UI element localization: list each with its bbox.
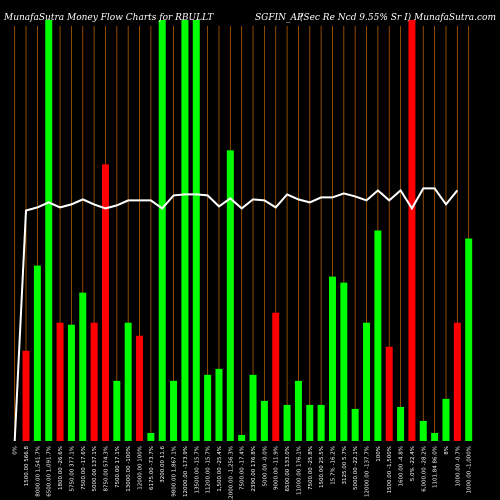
tick-label: 7500.00 17.1% [115,446,121,488]
tick-label: 1,500.00 -25.4% [217,446,223,492]
tick-label: 6175.00 -73.7% [149,446,155,490]
flow-line [13,187,459,442]
bar [363,322,371,441]
bar [204,374,212,441]
bar [136,335,144,441]
tick-label: 13500.00 -15.7% [194,446,200,493]
bar [238,434,246,441]
bar [374,230,382,441]
bar [294,380,302,441]
bars [22,20,473,442]
tick-label: 3200.00 11.6 [160,446,166,483]
tick-label: 11000.00 176.1% [296,446,302,495]
tick-label: 1600.00 -4.8% [399,446,405,486]
tick-label: 12000.00 -173.9% [183,446,189,497]
bar [397,406,405,441]
bar [408,20,416,441]
bar [317,404,325,441]
bar [431,432,439,441]
tick-label: 5000.00 -0.0% [262,446,268,486]
tick-label: 7500.00 -17.6% [81,446,87,490]
bar [192,20,200,441]
tick-label: 15.7% -16.2% [330,446,336,485]
tick-label: 6,000.00 -28.2% [421,446,427,492]
bar [453,322,461,441]
tick-label: 0% [13,446,19,455]
tick-label: 1101.84 86.0% [433,446,439,488]
bar [465,238,473,441]
tick-label: 8% [444,446,450,455]
bar [79,292,87,441]
bar [90,322,98,441]
bar [158,20,166,441]
tick-label: 5000.00 -22.1% [353,446,359,490]
tick-label: 5.0% -22.4% [410,446,416,481]
tick-label: 1500.00 -1,500% [387,446,393,493]
bar [226,150,234,442]
chart-title-left: MunafaSutra Money Flow Charts for RBULLT [4,13,214,23]
tick-label: 5000.00 137.1% [92,446,98,491]
tick-label: 12000.00 100% [138,446,144,490]
tick-label: 2390.00 176.8% [251,446,257,491]
bar [181,20,189,441]
tick-label: 100% [376,446,382,462]
bar [328,276,336,441]
bar [101,164,109,442]
bar [260,400,268,441]
bar [351,408,359,441]
tick-labels: 0% 1500.00 566.8 8000.00 1,541.7% 6500.00 1… [13,446,473,500]
bar [272,312,280,441]
chart-title-symbol: SGFIN_AP [255,13,304,23]
bar [113,380,121,441]
bar [215,368,223,441]
bar [442,398,450,441]
bar [124,322,132,441]
tick-label: 13000.00 -100% [126,446,132,492]
bar [283,404,291,441]
tick-label: 12000.00 -137.7% [365,446,371,497]
tick-label: 7500.00 -25.8% [308,446,314,490]
tick-label: 8000.00 1,541.7% [35,446,41,497]
tick-label: 9800.00 1,867.1% [172,446,178,497]
bar [147,432,155,441]
tick-label: 12000.00 -1,256.3% [228,446,234,500]
bar [33,265,41,441]
bar [306,404,314,441]
tick-label: 11200.00 -15.7% [206,446,212,493]
tick-label: 1500.00 566.8 [24,446,30,487]
bar [249,374,257,441]
tick-label: 1500.00 25.5% [319,446,325,488]
tick-label: 1000.00 -0.7% [455,446,461,486]
tick-label: 1800.00 -26.6% [58,446,64,490]
tick-label: 5750.00 377.1% [69,446,75,491]
bar [67,324,75,441]
bar [45,20,53,441]
bar [22,350,30,441]
tick-label: 1000.00 -1,000% [467,446,473,493]
tick-label: 6500.00 133.0% [285,446,291,491]
tick-label: 8750.00 574.3% [103,446,109,491]
bar [419,420,427,441]
tick-label: 7500.00 -17.4% [240,446,246,490]
bar [340,282,348,441]
bar [170,380,178,441]
chart-title-right: (Sec Re Ncd 9.55% Sr I) MunafaSutra.com [299,13,496,23]
tick-label: 9000.00 -11.9% [274,446,280,490]
bar [385,346,393,441]
tick-label: 3125.00 5.7% [342,446,348,484]
bar [56,322,64,441]
tick-label: 6500.00 1,091.7% [47,446,53,497]
